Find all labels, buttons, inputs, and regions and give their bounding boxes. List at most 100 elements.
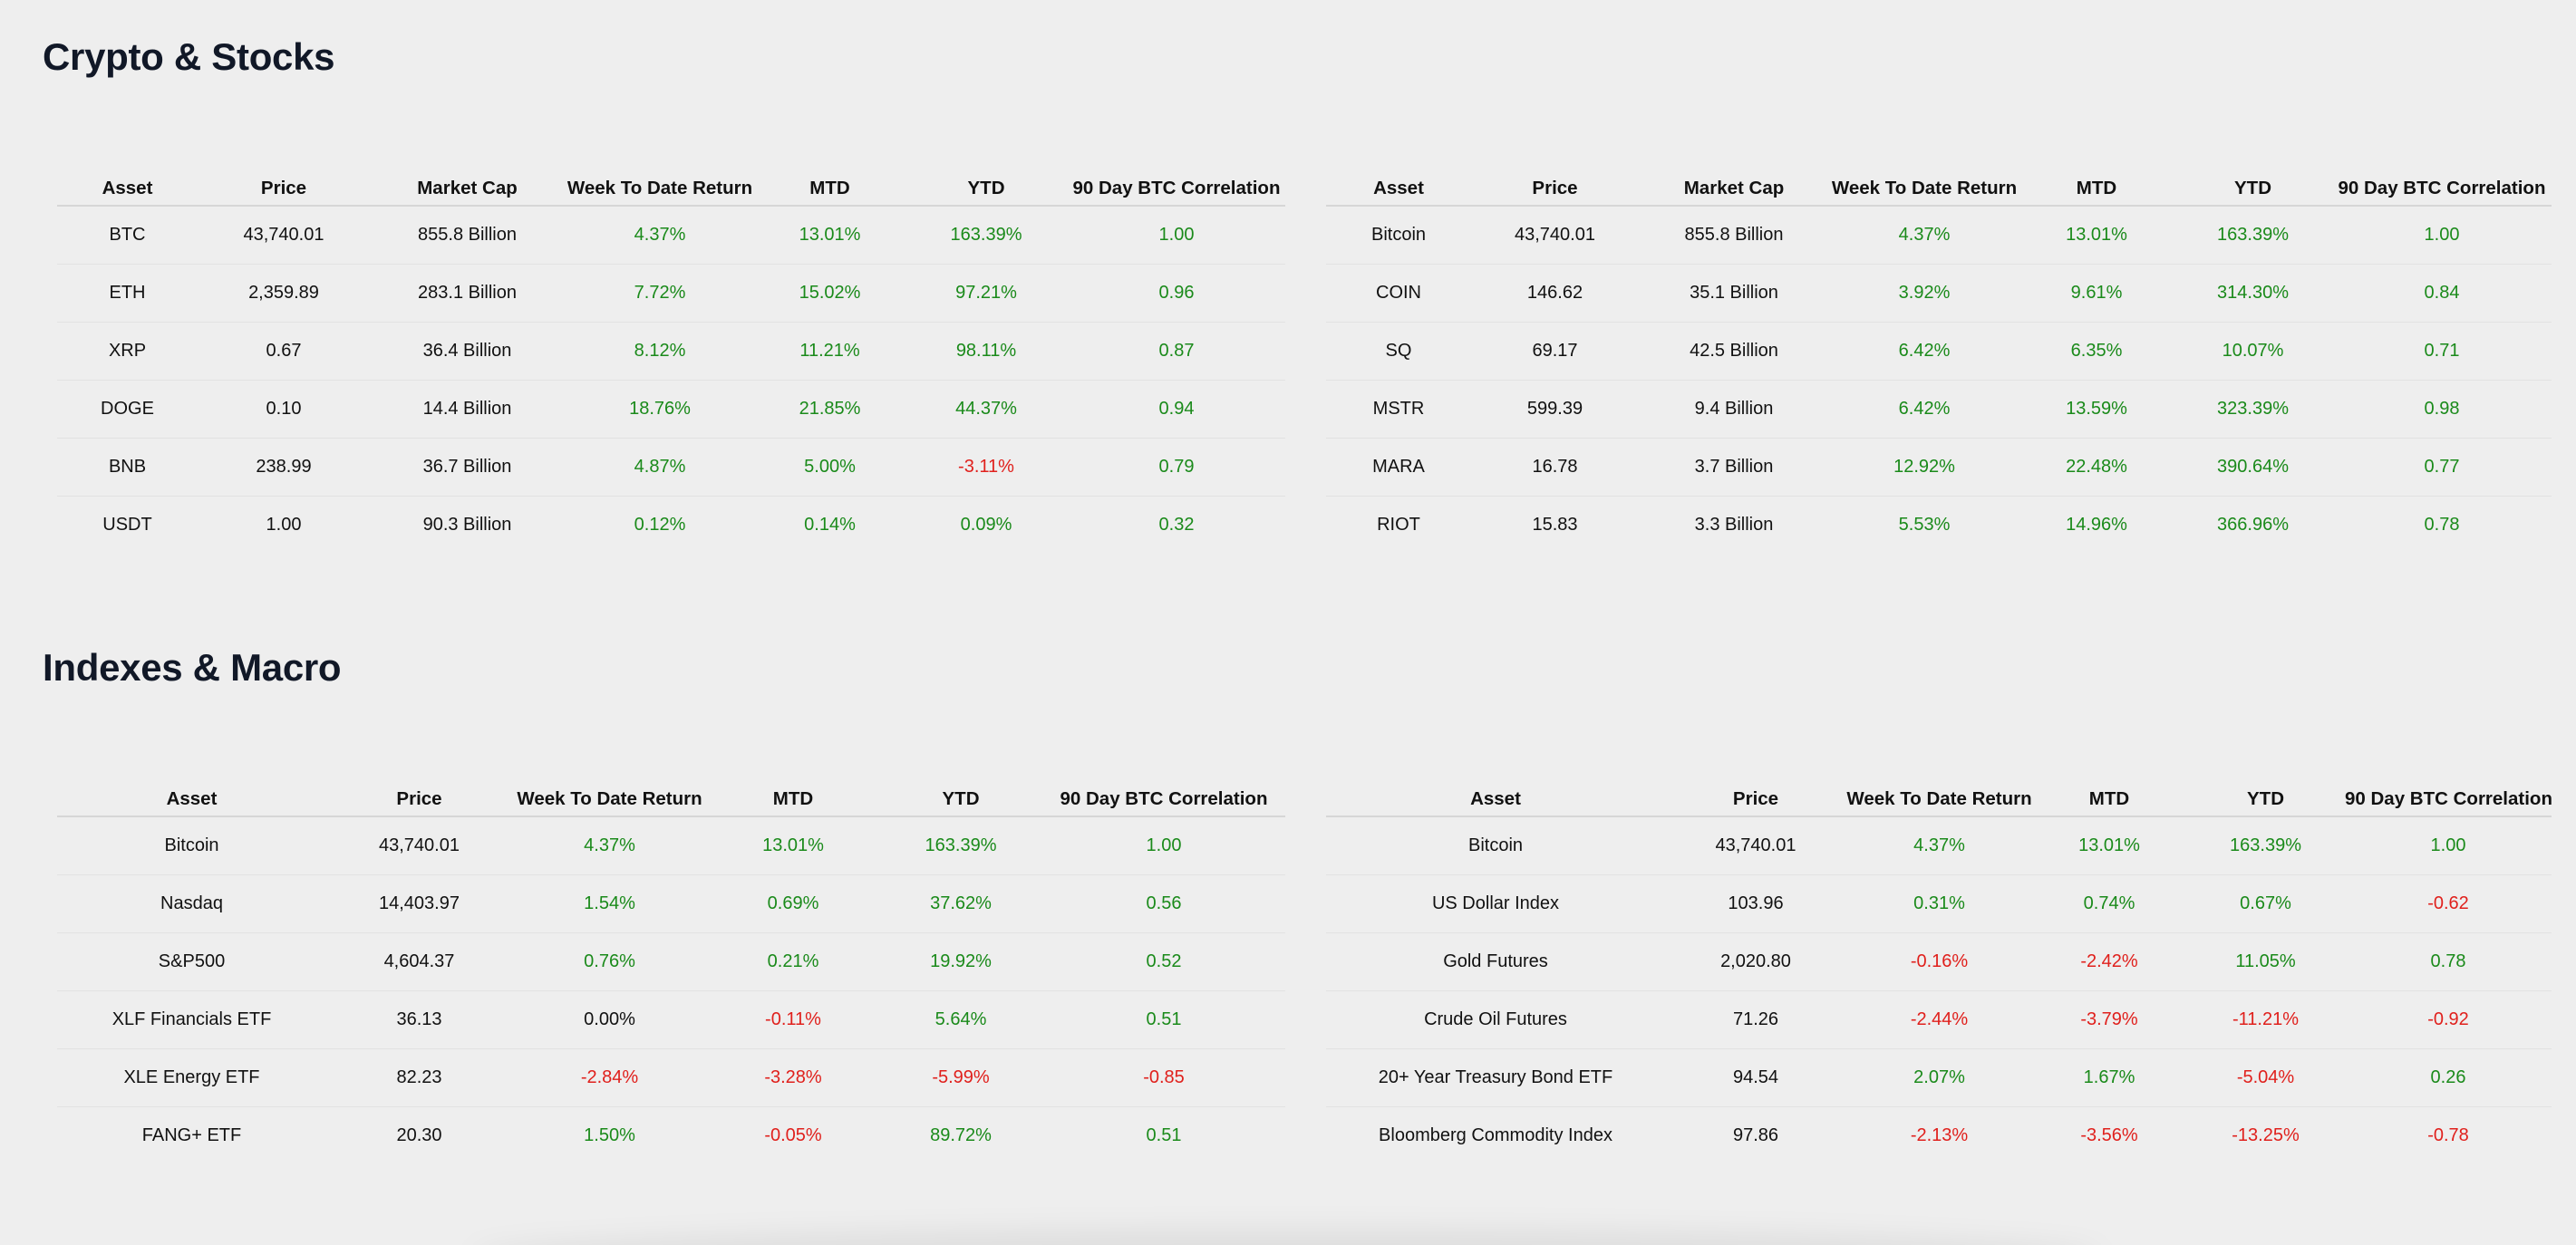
- cell-90-day-btc-correlation: 0.87: [1068, 322, 1285, 381]
- cell-ytd: 314.30%: [2174, 264, 2332, 323]
- cell-asset: US Dollar Index: [1326, 874, 1665, 933]
- cell-mtd: -3.56%: [2080, 1125, 2138, 1145]
- table-row: FANG+ ETF 20.30 1.50% -0.05% 89.72% 0.51: [57, 1107, 1285, 1165]
- cell-ytd: -5.04%: [2186, 1048, 2345, 1107]
- crypto-stocks-title: Crypto & Stocks: [43, 35, 335, 78]
- cell-asset: BNB: [57, 438, 198, 497]
- cell-mtd: 0.21%: [707, 932, 879, 991]
- cell-ytd: 44.37%: [905, 380, 1068, 439]
- cell-90-day-btc-correlation: 0.51: [1146, 1125, 1182, 1145]
- cell-asset: ETH: [57, 264, 198, 323]
- table-row: BTC 43,740.01 855.8 Billion 4.37% 13.01% 163.…: [57, 206, 1285, 265]
- cell-ytd: -11.21%: [2186, 990, 2345, 1049]
- cell-90-day-btc-correlation: 0.52: [1042, 932, 1285, 991]
- column-header-market-cap: Market Cap: [370, 172, 565, 207]
- cell-90-day-btc-correlation: -0.92: [2345, 990, 2552, 1049]
- cell-mtd: 1.67%: [2032, 1048, 2186, 1107]
- cell-mtd: 13.01%: [2032, 816, 2186, 875]
- cell-price: 0.67: [198, 322, 370, 381]
- column-header-price: Price: [1471, 172, 1639, 207]
- cell-week-to-date-return: 4.37%: [565, 206, 755, 265]
- cell-90-day-btc-correlation: 0.26: [2345, 1048, 2552, 1107]
- cell-market-cap: 855.8 Billion: [370, 206, 565, 265]
- cell-price: 43,740.01: [1471, 206, 1639, 265]
- cell-ytd: -5.99%: [879, 1048, 1042, 1107]
- cell-price: 1.00: [266, 515, 302, 535]
- table-row: Nasdaq 14,403.97 1.54% 0.69% 37.62% 0.56: [57, 874, 1285, 933]
- cell-price: 97.86: [1732, 1125, 1779, 1145]
- column-header-90-day-btc-correlation: 90 Day BTC Correlation: [1042, 783, 1285, 817]
- table-row: US Dollar Index 103.96 0.31% 0.74% 0.67% -0.6…: [1326, 874, 2552, 933]
- cell-mtd: 13.01%: [2019, 206, 2174, 265]
- cell-week-to-date-return: 5.53%: [1898, 515, 1951, 535]
- cell-week-to-date-return: 12.92%: [1829, 438, 2019, 497]
- column-header-asset: Asset: [57, 172, 198, 207]
- cell-90-day-btc-correlation: 0.96: [1068, 264, 1285, 323]
- column-header-asset: Asset: [1326, 783, 1665, 817]
- table-row: Crude Oil Futures 71.26 -2.44% -3.79% -11.21…: [1326, 990, 2552, 1049]
- cell-week-to-date-return: 1.54%: [512, 874, 707, 933]
- cell-asset: DOGE: [57, 380, 198, 439]
- cell-90-day-btc-correlation: 0.78: [2424, 515, 2460, 535]
- cell-week-to-date-return: -2.84%: [512, 1048, 707, 1107]
- cell-asset: SQ: [1326, 322, 1471, 381]
- cell-90-day-btc-correlation: 0.71: [2332, 322, 2552, 381]
- table-row: Bitcoin 43,740.01 4.37% 13.01% 163.39% 1.00: [1326, 816, 2552, 875]
- cell-90-day-btc-correlation: -0.62: [2345, 874, 2552, 933]
- cell-mtd: 9.61%: [2019, 264, 2174, 323]
- cell-ytd: 163.39%: [2186, 816, 2345, 875]
- cell-market-cap: 3.3 Billion: [1694, 515, 1774, 535]
- cell-mtd: 21.85%: [755, 380, 905, 439]
- cell-price: 238.99: [198, 438, 370, 497]
- header-row: Asset Price Week To Date Return MTD YTD 90 Da…: [1326, 783, 2552, 817]
- cell-asset: Bloomberg Commodity Index: [1379, 1125, 1612, 1145]
- cell-asset: Gold Futures: [1326, 932, 1665, 991]
- cell-ytd: 366.96%: [2217, 515, 2289, 535]
- cell-price: 36.13: [326, 990, 512, 1049]
- cell-mtd: 13.59%: [2019, 380, 2174, 439]
- table-row: DOGE 0.10 14.4 Billion 18.76% 21.85% 44.37% 0.…: [57, 380, 1285, 439]
- column-header-week-to-date-return: Week To Date Return: [1846, 783, 2032, 817]
- column-header-ytd: YTD: [2186, 783, 2345, 817]
- cell-market-cap: 35.1 Billion: [1639, 264, 1829, 323]
- cell-week-to-date-return: -2.44%: [1846, 990, 2032, 1049]
- cell-week-to-date-return: 7.72%: [565, 264, 755, 323]
- cell-mtd: 15.02%: [755, 264, 905, 323]
- cell-price: 599.39: [1471, 380, 1639, 439]
- cell-ytd: 0.67%: [2186, 874, 2345, 933]
- cell-90-day-btc-correlation: 1.00: [2332, 206, 2552, 265]
- cell-90-day-btc-correlation: 0.32: [1158, 515, 1195, 535]
- stocks-table: Asset Price Market Cap Week To Date Return M…: [1326, 172, 2552, 555]
- cell-week-to-date-return: 0.76%: [512, 932, 707, 991]
- cell-week-to-date-return: 4.87%: [565, 438, 755, 497]
- cell-mtd: 13.01%: [755, 206, 905, 265]
- table-row: Bitcoin 43,740.01 855.8 Billion 4.37% 13.01%…: [1326, 206, 2552, 265]
- cell-ytd: 163.39%: [2174, 206, 2332, 265]
- header-row: Asset Price Market Cap Week To Date Return M…: [1326, 172, 2552, 207]
- cell-asset: Bitcoin: [1326, 816, 1665, 875]
- cell-market-cap: 36.4 Billion: [370, 322, 565, 381]
- cell-price: 43,740.01: [326, 816, 512, 875]
- cell-week-to-date-return: 3.92%: [1829, 264, 2019, 323]
- cell-week-to-date-return: 2.07%: [1846, 1048, 2032, 1107]
- cell-90-day-btc-correlation: 1.00: [1068, 206, 1285, 265]
- table-row: ETH 2,359.89 283.1 Billion 7.72% 15.02% 97.21…: [57, 264, 1285, 323]
- cell-asset: Bitcoin: [1326, 206, 1471, 265]
- cell-price: 82.23: [326, 1048, 512, 1107]
- cell-90-day-btc-correlation: 0.79: [1068, 438, 1285, 497]
- cell-asset: XLF Financials ETF: [57, 990, 326, 1049]
- column-header-price: Price: [1665, 783, 1846, 817]
- table-row: Bitcoin 43,740.01 4.37% 13.01% 163.39% 1.00: [57, 816, 1285, 875]
- table-row: COIN 146.62 35.1 Billion 3.92% 9.61% 314.30% 0…: [1326, 264, 2552, 323]
- crypto-table: Asset Price Market Cap Week To Date Return M…: [57, 172, 1285, 555]
- cell-mtd: 6.35%: [2019, 322, 2174, 381]
- cell-price: 146.62: [1471, 264, 1639, 323]
- cell-week-to-date-return: 0.31%: [1846, 874, 2032, 933]
- cell-price: 69.17: [1471, 322, 1639, 381]
- cell-week-to-date-return: 18.76%: [565, 380, 755, 439]
- cell-mtd: 11.21%: [755, 322, 905, 381]
- cell-week-to-date-return: -2.13%: [1910, 1125, 1969, 1145]
- cell-90-day-btc-correlation: 1.00: [1042, 816, 1285, 875]
- cell-mtd: -2.42%: [2032, 932, 2186, 991]
- column-header-90-day-btc-correlation: 90 Day BTC Correlation: [2332, 172, 2552, 207]
